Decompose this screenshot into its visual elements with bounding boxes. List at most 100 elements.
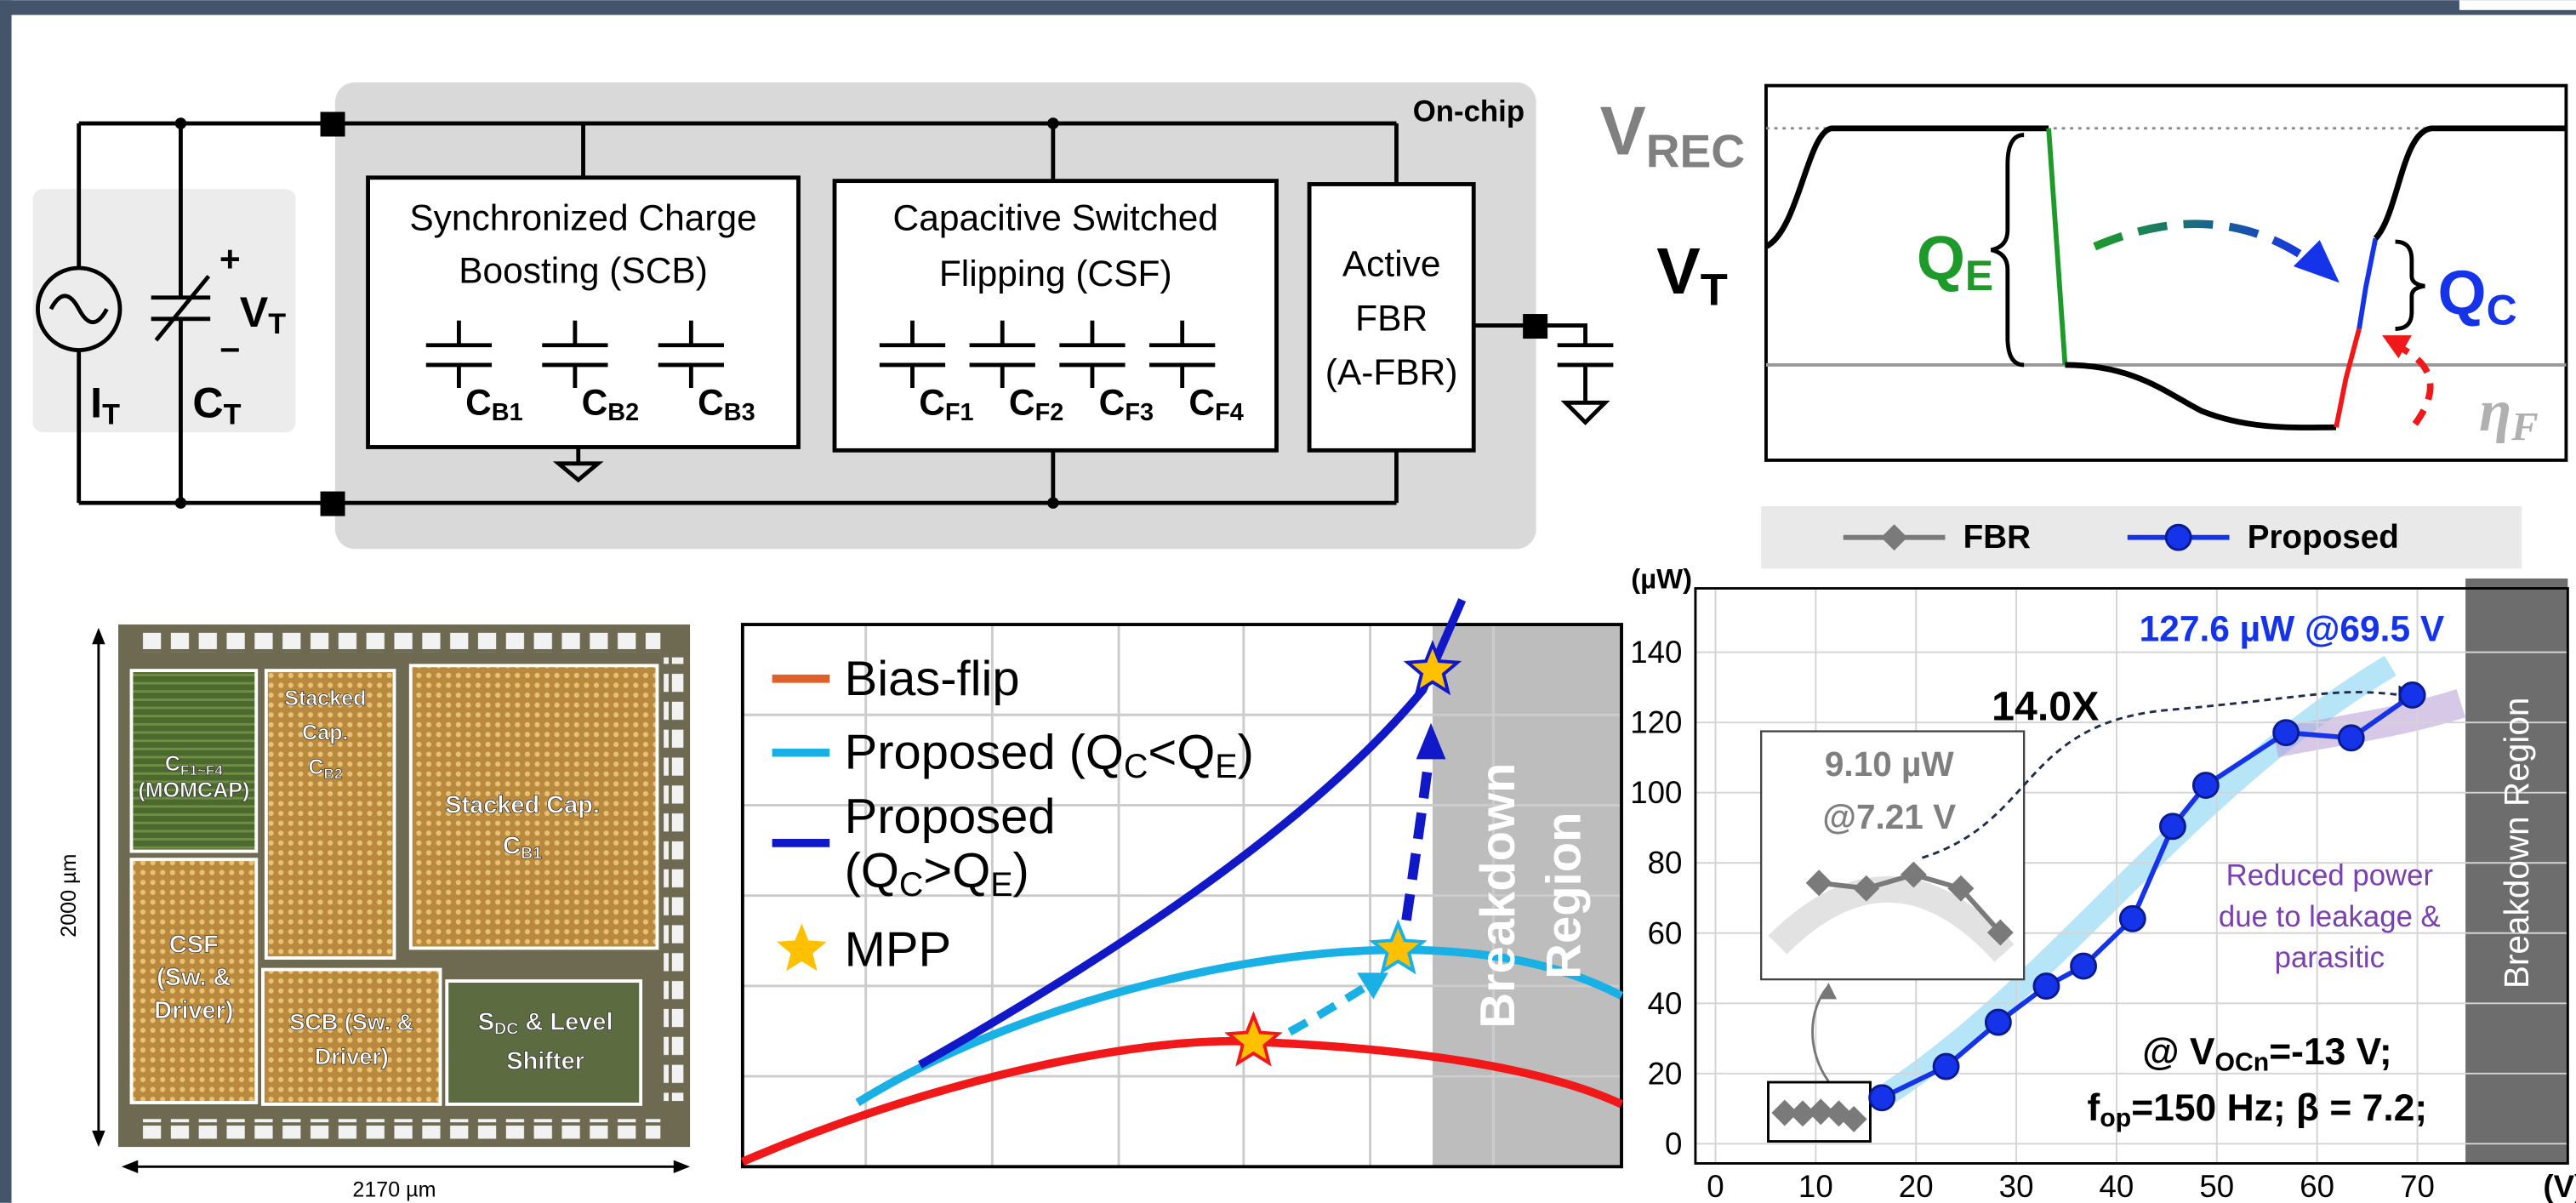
x-tick-label: 0: [1707, 1169, 1724, 1203]
cap-name-part: C: [582, 383, 608, 423]
y-tick-label: 20: [1648, 1056, 1683, 1091]
mpp-legend-label-part: Bias-flip: [845, 652, 1020, 706]
die-block-label: Cap.: [302, 721, 348, 744]
block-title: Flipping (CSF): [939, 254, 1172, 294]
conditions-note-part: =-13 V;: [2269, 1031, 2391, 1073]
cap-name-part: C: [698, 383, 724, 423]
x-tick-label: 60: [2300, 1169, 2334, 1203]
mpp-legend-label-part: ): [1238, 726, 1254, 780]
die-block-label: Shifter: [506, 1048, 584, 1075]
mpp-legend-label: Bias-flip: [845, 652, 1020, 706]
cap-name-part: C: [1009, 383, 1035, 423]
die-height: 2000 µm: [57, 854, 81, 938]
block-title: (A-FBR): [1325, 353, 1458, 393]
y-tick-label: 40: [1648, 986, 1683, 1021]
data-point: [2274, 721, 2299, 745]
zoom-arrowhead: [1821, 983, 1837, 999]
x-tick-label: 30: [1999, 1169, 2034, 1203]
leakage-note: due to leakage &: [2219, 901, 2441, 933]
data-point: [1986, 1010, 2010, 1035]
die-width: 2170 µm: [352, 1177, 436, 1201]
mpp-legend-label-part: <Q: [1148, 726, 1215, 780]
y-tick-label: 100: [1630, 775, 1682, 810]
mpp-legend-label-part: >Q: [923, 844, 990, 898]
plus-sign: +: [219, 240, 241, 280]
block-title: Capacitive Switched: [893, 199, 1218, 239]
data-point: [1934, 1054, 1958, 1079]
die-block-label: Stacked Cap.: [445, 791, 600, 818]
voltage-label-part: V: [240, 288, 269, 336]
legend-label: Proposed: [2248, 519, 2399, 556]
cap-name-part: C: [919, 383, 945, 423]
mpp-legend-label-part: Proposed: [845, 790, 1056, 844]
mpp-legend-label: Proposed: [845, 790, 1056, 844]
mpp-legend-label: (QC>QE): [845, 844, 1029, 904]
die-block-label-part: DC: [494, 1019, 518, 1038]
x-tick-label: 10: [1798, 1169, 1833, 1203]
data-point: [1870, 1086, 1895, 1110]
mpp-legend-label: MPP: [845, 922, 952, 977]
eta-label: ηF: [2479, 378, 2539, 449]
v-rec-label-part: V: [1600, 94, 1646, 170]
mpp-legend-label: Proposed (QC<QE): [845, 726, 1254, 785]
block-title: Active: [1342, 245, 1441, 285]
voltage-label-part: T: [268, 308, 286, 340]
cap-name-part: B1: [492, 399, 523, 426]
mpp-legend-label-part: E: [1215, 748, 1237, 785]
y-tick-label: 120: [1630, 705, 1682, 740]
inset-label: @7.21 V: [1822, 797, 1956, 836]
data-point: [2120, 906, 2145, 931]
data-point: [2339, 726, 2363, 750]
y-tick-label: 80: [1648, 846, 1683, 881]
region-label: Breakdown Region: [2497, 698, 2536, 989]
eta-label-part: F: [2510, 405, 2539, 449]
peak-annotation: 127.6 µW @69.5 V: [2140, 609, 2445, 649]
v-rec-label: VREC: [1600, 94, 1746, 178]
q-e-label-part: Q: [1917, 223, 1965, 293]
die-block-label-part: Shifter: [506, 1048, 584, 1075]
cap-name-part: B3: [724, 399, 755, 426]
die-block-label-part: SCB (Sw. &: [289, 1009, 413, 1035]
v-t-label: VT: [1656, 235, 1728, 315]
leakage-note: parasitic: [2275, 942, 2385, 974]
conditions-note: fop=150 Hz; β = 7.2;: [2088, 1086, 2428, 1132]
data-point: [2034, 974, 2059, 999]
region-label: Breakdown: [1471, 763, 1525, 1029]
die-block-label-part: C: [308, 755, 323, 779]
cap-name-part: B2: [607, 399, 639, 426]
x-tick-label: 70: [2400, 1169, 2435, 1203]
q-c-label-part: C: [2487, 286, 2517, 334]
cap-name-part: F3: [1125, 399, 1154, 426]
eta-label-part: η: [2479, 378, 2511, 443]
mpp-legend-label-part: MPP: [845, 922, 952, 977]
inset-label: 9.10 µW: [1825, 744, 1955, 784]
block-title: FBR: [1355, 299, 1428, 339]
die-block-label-part: Cap.: [302, 721, 348, 744]
cap-name-part: F4: [1215, 399, 1244, 426]
conditions-note-part: OCn: [2215, 1048, 2270, 1076]
y-tick-label: 60: [1648, 915, 1683, 950]
die-block-label-part: & Level: [518, 1008, 613, 1035]
x-tick-label: 20: [1899, 1169, 1934, 1203]
cap-label-part: T: [224, 398, 242, 430]
mpp-legend-label-part: E: [990, 866, 1012, 904]
die-block-label-part: B1: [521, 844, 542, 863]
v-t-label-part: V: [1656, 235, 1701, 308]
leakage-note: Reduced power: [2226, 859, 2433, 892]
v-rec-label-part: REC: [1646, 124, 1745, 177]
block-title: Boosting (SCB): [459, 251, 708, 291]
conditions-note: @ VOCn=-13 V;: [2142, 1031, 2391, 1076]
conditions-note-part: =150 Hz; β = 7.2;: [2131, 1086, 2427, 1128]
mpp-legend-label-part: Proposed (Q: [845, 726, 1124, 780]
cap-name-part: F1: [945, 399, 974, 426]
die-block-label-part: F1~F4: [180, 762, 223, 778]
y-tick-label: 140: [1630, 635, 1682, 670]
conditions-note-part: f: [2088, 1086, 2100, 1128]
y-axis-label: (µW): [1631, 562, 1692, 594]
cap-name-part: C: [1099, 383, 1126, 423]
die-block-label: Stacked: [284, 687, 366, 710]
on-chip-label: On-chip: [1413, 96, 1525, 128]
mpp-legend-label-part: C: [1124, 748, 1148, 785]
source-label-part: I: [90, 379, 102, 426]
die-block-label: Driver): [315, 1044, 389, 1069]
